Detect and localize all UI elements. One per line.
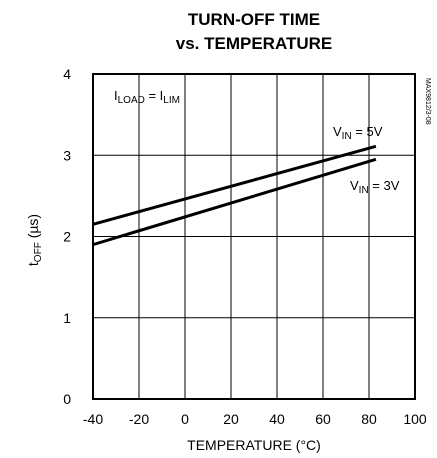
y-tick-label: 3: [63, 147, 71, 163]
x-tick-labels: -40 -20 0 20 40 60 80 100: [83, 411, 427, 427]
grid-lines: [93, 74, 415, 399]
load-annotation: ILOAD = ILIM: [114, 88, 180, 106]
x-tick-label: 80: [361, 411, 377, 427]
x-tick-label: 0: [181, 411, 189, 427]
y-tick-label: 2: [63, 229, 71, 245]
plot-frame: [92, 73, 416, 400]
part-number: MAX9812/3-08: [424, 78, 431, 125]
load-annotation-i: I: [114, 88, 118, 103]
chart-title-line1: TURN-OFF TIME: [188, 10, 320, 29]
x-tick-label: -20: [129, 411, 149, 427]
y-tick-label: 0: [63, 391, 71, 407]
series-label-3v: VIN = 3V: [350, 178, 400, 196]
load-annotation-eq: = I: [145, 88, 163, 103]
series-label-3v-rest: = 3V: [369, 178, 400, 193]
y-axis-label-main: t: [25, 262, 41, 266]
series-line-vin-3v: [92, 157, 377, 247]
load-annotation-lim: LIM: [163, 95, 180, 106]
series-lines: [92, 144, 377, 247]
series-label-5v-rest: = 5V: [352, 124, 383, 139]
y-axis-label-unit: (µs): [25, 214, 41, 242]
x-axis-label: TEMPERATURE (°C): [187, 437, 321, 453]
x-tick-label: 100: [403, 411, 427, 427]
series-label-5v-v: V: [333, 124, 342, 139]
series-label-3v-v: V: [350, 178, 359, 193]
x-tick-label: -40: [83, 411, 103, 427]
y-tick-labels: 0 1 2 3 4: [63, 66, 71, 407]
load-annotation-sub: LOAD: [118, 95, 145, 106]
y-axis-label-sub: OFF: [33, 242, 44, 262]
series-line-vin-5v: [92, 144, 377, 226]
x-tick-label: 20: [223, 411, 239, 427]
x-tick-label: 40: [269, 411, 285, 427]
x-tick-label: 60: [315, 411, 331, 427]
y-tick-label: 1: [63, 310, 71, 326]
series-label-5v-sub: IN: [342, 131, 352, 142]
y-axis-label: tOFF (µs): [25, 214, 44, 266]
y-tick-label: 4: [63, 66, 71, 82]
series-label-3v-sub: IN: [359, 185, 369, 196]
series-label-5v: VIN = 5V: [333, 124, 383, 142]
chart-title-line2: vs. TEMPERATURE: [176, 34, 333, 53]
